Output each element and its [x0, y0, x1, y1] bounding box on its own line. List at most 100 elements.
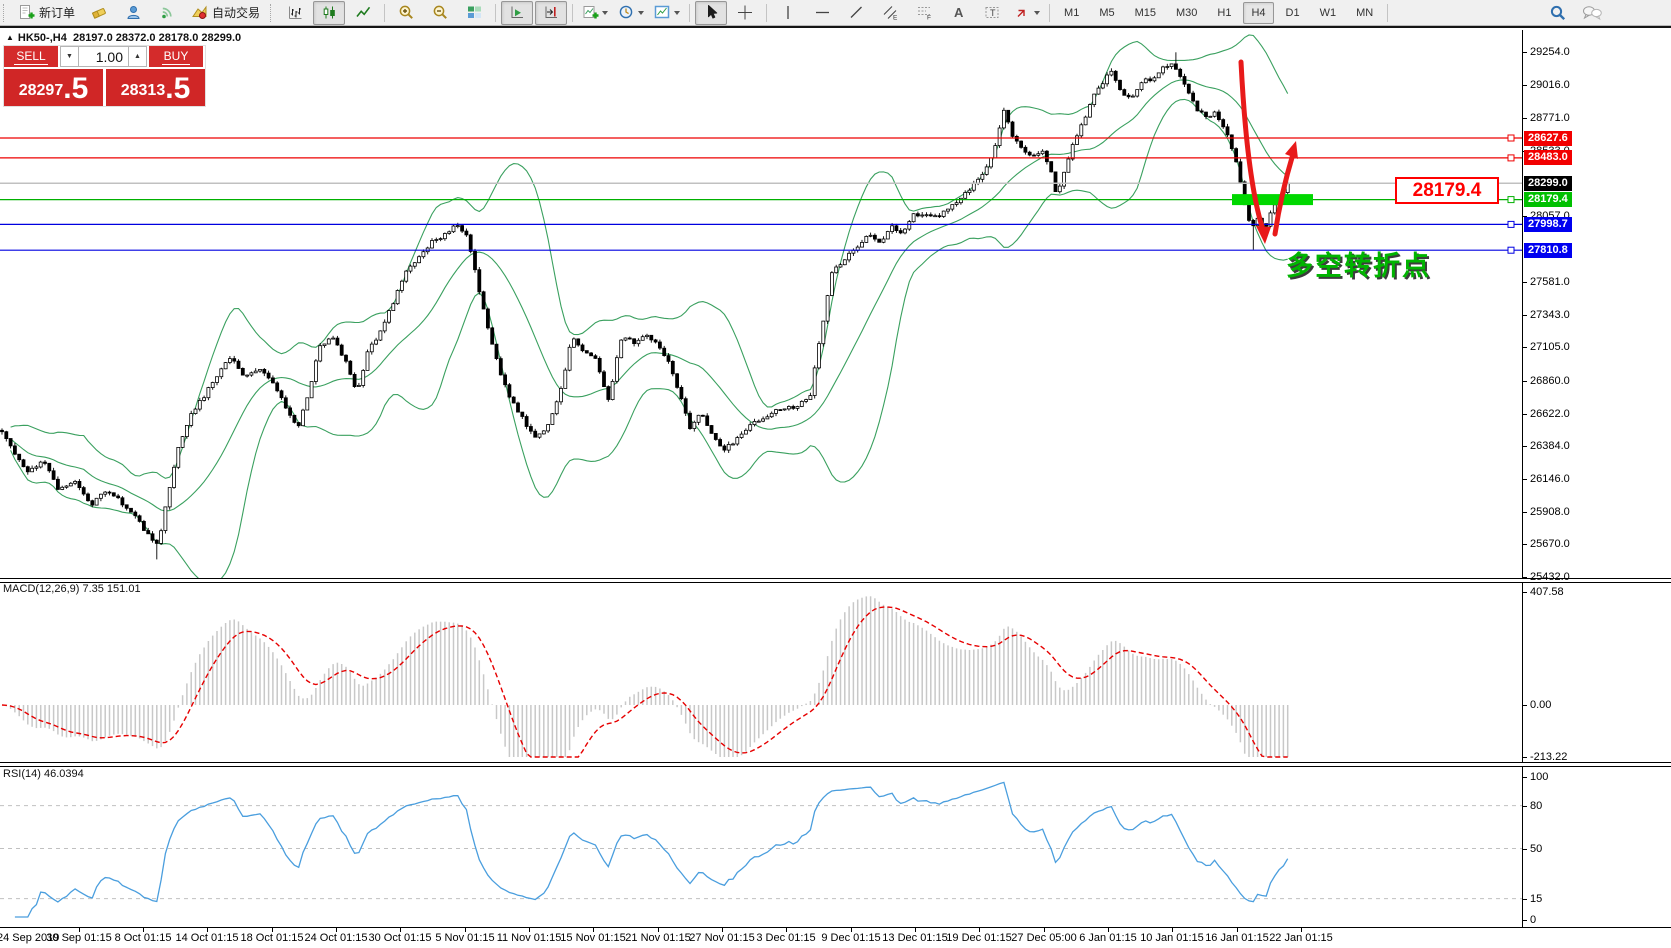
timeframe-d1[interactable]: D1 — [1285, 6, 1300, 19]
time-tick-label: 14 Oct 01:15 — [175, 932, 239, 944]
time-tick-label: 11 Nov 01:15 — [496, 932, 562, 944]
macd-tick-label: -213.22 — [1530, 751, 1568, 763]
svg-text:F: F — [927, 15, 931, 22]
text-a-icon: A — [950, 4, 967, 21]
horizontal-line-button[interactable] — [806, 1, 838, 25]
price-axis-line — [1522, 30, 1523, 927]
svg-text:A: A — [954, 5, 964, 20]
cursor-icon — [703, 4, 720, 21]
pane-separator[interactable] — [0, 762, 1671, 767]
timeframe-h1[interactable]: H1 — [1217, 6, 1232, 19]
signals-button[interactable] — [151, 1, 183, 25]
time-tick-mark — [143, 928, 144, 932]
toolbar-grip — [3, 3, 8, 22]
tile-windows-button[interactable] — [458, 1, 490, 25]
candlestick-button[interactable] — [313, 0, 346, 25]
rsi-tick-label: 0 — [1530, 914, 1537, 926]
price-tick-label: 26384.0 — [1530, 440, 1570, 452]
price-callout-box[interactable]: 28179.4 — [1395, 177, 1499, 204]
fibonacci-button[interactable]: F — [908, 1, 940, 25]
volume-input[interactable]: 1.00 — [79, 46, 128, 67]
trendline-button[interactable] — [840, 1, 872, 25]
timeframe-group: M1 M5 M15 M30 H1 H4 D1 W1 MN — [1054, 1, 1383, 24]
rsi-tick-label: 50 — [1530, 843, 1543, 855]
toolbar-separator — [1049, 3, 1051, 22]
text-label-button[interactable]: T — [976, 1, 1008, 25]
period-button[interactable] — [614, 1, 648, 25]
community-button[interactable] — [117, 1, 149, 25]
vertical-line-button[interactable] — [772, 1, 804, 25]
trendline-icon — [848, 4, 865, 21]
auto-scroll-button[interactable] — [501, 0, 534, 25]
price-tick-mark — [1522, 446, 1527, 447]
chart-shift-button[interactable] — [535, 0, 568, 25]
clock-icon — [618, 4, 635, 21]
timeframe-h4[interactable]: H4 — [1243, 1, 1274, 24]
price-tick-mark — [1522, 479, 1527, 480]
channel-icon: E — [882, 4, 899, 21]
time-tick-label: 5 Nov 01:15 — [435, 932, 495, 944]
bar-chart-icon — [287, 4, 304, 21]
pane-separator[interactable] — [0, 578, 1671, 583]
template-button[interactable] — [650, 1, 684, 25]
new-chart-button[interactable] — [578, 1, 612, 25]
price-line-label: 28627.6 — [1524, 131, 1572, 146]
time-tick-mark — [400, 928, 401, 932]
price-tick-label: 27105.0 — [1530, 341, 1570, 353]
volume-increase-button[interactable]: ▲ — [128, 46, 147, 67]
macd-tick-label: 407.58 — [1530, 586, 1564, 598]
zoom-out-button[interactable] — [424, 1, 456, 25]
timeframe-m5[interactable]: M5 — [1099, 6, 1115, 19]
metaeditor-button[interactable] — [83, 1, 115, 25]
timeframe-mn[interactable]: MN — [1356, 6, 1374, 19]
sell-button[interactable]: SELL — [4, 46, 58, 67]
time-tick-mark — [786, 928, 787, 932]
crosshair-button[interactable] — [729, 1, 761, 25]
time-tick-label: 15 Nov 01:15 — [560, 932, 626, 944]
bar-chart-button[interactable] — [279, 1, 311, 25]
collapse-triangle-icon[interactable]: ▲ — [6, 33, 14, 42]
time-axis[interactable]: 24 Sep 2019 30 Sep 01:15 8 Oct 01:15 14 Oct… — [0, 927, 1671, 948]
time-tick-label: 10 Jan 01:15 — [1140, 932, 1204, 944]
time-tick-label: 18 Oct 01:15 — [240, 932, 304, 944]
timeframe-w1[interactable]: W1 — [1319, 6, 1337, 19]
sell-price[interactable]: 28297.5 — [4, 69, 103, 106]
eraser-icon — [91, 4, 108, 21]
zoom-in-button[interactable] — [390, 1, 422, 25]
volume-decrease-button[interactable]: ▼ — [60, 46, 79, 67]
toolbar-separator — [1387, 3, 1389, 22]
line-chart-button[interactable] — [347, 1, 379, 25]
text-button[interactable]: A — [942, 1, 974, 25]
line-chart-icon — [355, 4, 372, 21]
timeframe-m15[interactable]: M15 — [1134, 6, 1156, 19]
buy-button[interactable]: BUY — [149, 46, 203, 67]
new-order-button[interactable]: 新订单 — [12, 1, 81, 25]
turning-point-note[interactable]: 多空转折点 — [1286, 251, 1431, 281]
cursor-button[interactable] — [695, 0, 728, 25]
price-tick-mark — [1522, 544, 1527, 545]
rsi-pane[interactable] — [0, 765, 1522, 927]
timeframe-m30[interactable]: M30 — [1176, 6, 1198, 19]
horizontal-line-icon — [814, 4, 831, 21]
auto-scroll-icon — [509, 4, 526, 21]
channel-button[interactable]: E — [874, 1, 906, 25]
one-click-trade-panel: SELL ▼ 1.00 ▲ BUY 28297.5 28313.5 — [4, 46, 205, 106]
price-chart-pane[interactable] — [0, 30, 1522, 578]
rsi-tick-mark — [1522, 920, 1527, 921]
chat-button[interactable] — [1576, 1, 1608, 25]
timeframe-m1[interactable]: M1 — [1064, 6, 1080, 19]
arrows-button[interactable] — [1010, 1, 1044, 25]
autotrade-label: 自动交易 — [212, 6, 261, 20]
autotrade-button[interactable]: 自动交易 — [185, 1, 266, 25]
search-button[interactable] — [1542, 1, 1574, 25]
buy-price[interactable]: 28313.5 — [106, 69, 205, 106]
rsi-tick-label: 15 — [1530, 893, 1543, 905]
toolbar-separator — [384, 3, 386, 22]
toolbar-separator — [572, 3, 574, 22]
time-tick-label: 27 Dec 05:00 — [1011, 932, 1077, 944]
macd-pane[interactable] — [0, 581, 1522, 762]
price-tick-mark — [1522, 216, 1527, 217]
time-tick-label: 9 Dec 01:15 — [821, 932, 881, 944]
rsi-tick-label: 80 — [1530, 800, 1543, 812]
price-tick-label: 28771.0 — [1530, 112, 1570, 124]
